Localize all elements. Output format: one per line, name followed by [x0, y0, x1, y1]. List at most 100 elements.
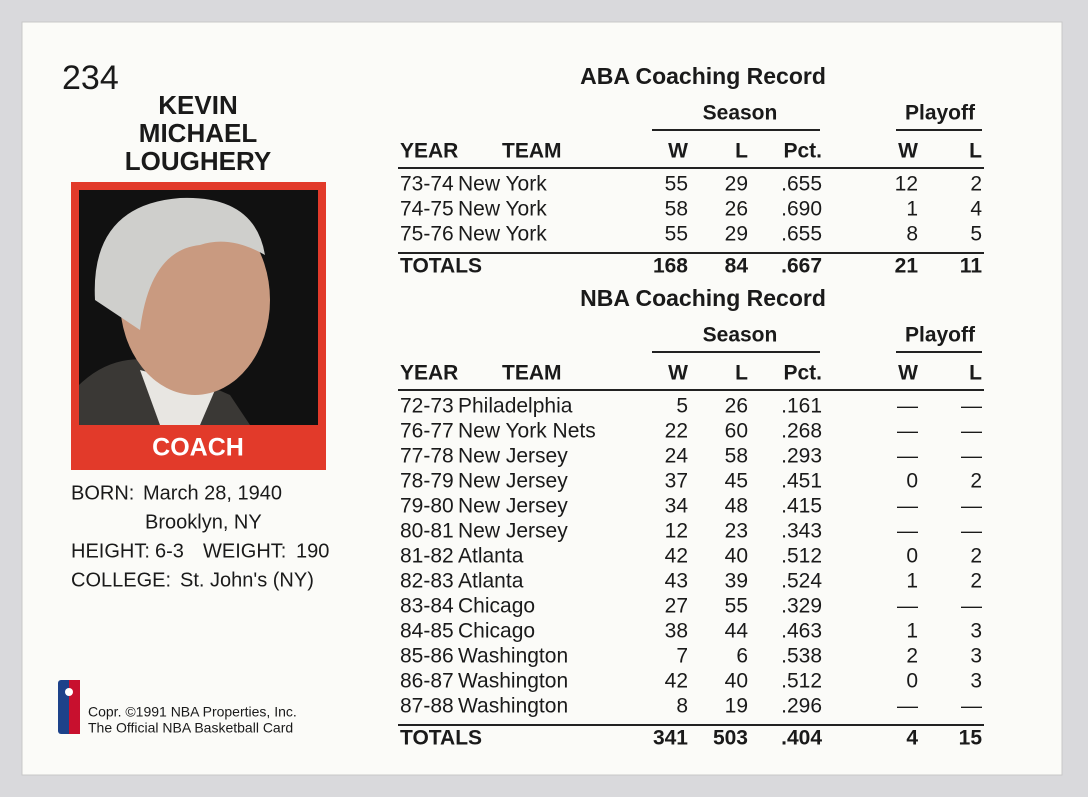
cell: — — [897, 695, 918, 718]
cell: 0 — [906, 670, 918, 693]
column-header: W — [898, 140, 918, 163]
bio-value: 190 — [296, 540, 329, 562]
column-header: Pct. — [783, 362, 822, 385]
bio-value: 6-3 — [155, 540, 184, 562]
cell: 45 — [725, 470, 748, 493]
cell: 38 — [665, 620, 688, 643]
cell: 80-81 — [400, 520, 454, 543]
group-header: Playoff — [905, 324, 976, 347]
cell: 7 — [676, 645, 688, 668]
cell: — — [897, 445, 918, 468]
cell: 58 — [665, 198, 688, 221]
cell: 85-86 — [400, 645, 454, 668]
cell: Chicago — [458, 595, 535, 618]
cell: New Jersey — [458, 495, 568, 518]
cell: New York — [458, 173, 547, 196]
group-header: Playoff — [905, 102, 976, 125]
group-header: Season — [703, 102, 778, 125]
cell: .329 — [781, 595, 822, 618]
cell: .161 — [781, 395, 822, 418]
cell: — — [961, 420, 982, 443]
logo-red — [69, 680, 80, 734]
totals-cell: 341 — [653, 727, 688, 750]
cell: 83-84 — [400, 595, 454, 618]
cell: 1 — [906, 620, 918, 643]
cell: — — [897, 495, 918, 518]
cell: — — [897, 595, 918, 618]
group-header: Season — [703, 324, 778, 347]
cell: .512 — [781, 670, 822, 693]
cell: 1 — [906, 570, 918, 593]
bio-label: HEIGHT: — [71, 540, 150, 562]
nba-logo — [58, 680, 80, 734]
cell: Washington — [458, 645, 568, 668]
cell: .463 — [781, 620, 822, 643]
cell: 37 — [665, 470, 688, 493]
cell: 76-77 — [400, 420, 454, 443]
cell: .512 — [781, 545, 822, 568]
cell: 34 — [665, 495, 689, 518]
totals-cell: .667 — [781, 255, 822, 278]
hair — [94, 197, 265, 330]
column-header: W — [668, 140, 688, 163]
column-header: YEAR — [400, 140, 458, 163]
cell: Atlanta — [458, 570, 524, 593]
cell: .293 — [781, 445, 822, 468]
cell: 60 — [725, 420, 748, 443]
cell: 74-75 — [400, 198, 454, 221]
cell: 12 — [665, 520, 688, 543]
cell: .415 — [781, 495, 822, 518]
cell: 55 — [725, 595, 748, 618]
column-header: L — [735, 362, 748, 385]
cell: New Jersey — [458, 470, 568, 493]
totals-cell: TOTALS — [400, 727, 482, 750]
copyright: Copr. ©1991 NBA Properties, Inc. — [88, 704, 297, 720]
cell: 48 — [725, 495, 748, 518]
cell: 24 — [665, 445, 689, 468]
column-header: Pct. — [783, 140, 822, 163]
cell: 75-76 — [400, 223, 454, 246]
column-header: L — [969, 362, 982, 385]
bio: BORN: March 28, 1940 Brooklyn, NY HEIGHT… — [71, 482, 329, 591]
cell: 81-82 — [400, 545, 454, 568]
cell: — — [897, 420, 918, 443]
column-header: W — [898, 362, 918, 385]
cell: 2 — [970, 173, 982, 196]
cell: 73-74 — [400, 173, 454, 196]
cell: 43 — [665, 570, 688, 593]
cell: — — [961, 695, 982, 718]
cell: 5 — [970, 223, 982, 246]
cell: 4 — [970, 198, 982, 221]
cell: 12 — [895, 173, 918, 196]
cell: Washington — [458, 695, 568, 718]
cell: .268 — [781, 420, 822, 443]
totals-cell: .404 — [781, 727, 822, 750]
cell: 84-85 — [400, 620, 454, 643]
totals-cell: 84 — [725, 255, 749, 278]
cell: 0 — [906, 470, 918, 493]
cell: New Jersey — [458, 520, 568, 543]
cell: 40 — [725, 545, 748, 568]
cell: 86-87 — [400, 670, 454, 693]
name-line: MICHAEL — [139, 118, 258, 148]
cell: 58 — [725, 445, 748, 468]
cell: 27 — [665, 595, 688, 618]
cell: New York — [458, 198, 547, 221]
cell: — — [897, 520, 918, 543]
cell: 82-83 — [400, 570, 454, 593]
cell: 40 — [725, 670, 748, 693]
cell: New York — [458, 223, 547, 246]
column-header: L — [735, 140, 748, 163]
cell: .690 — [781, 198, 822, 221]
photo: COACH — [71, 182, 326, 470]
cell: 0 — [906, 545, 918, 568]
cell: 2 — [970, 545, 982, 568]
card-number: 234 — [62, 59, 119, 97]
cell: 26 — [725, 395, 748, 418]
cell: 2 — [970, 570, 982, 593]
cell: 72-73 — [400, 395, 454, 418]
cell: 1 — [906, 198, 918, 221]
cell: .655 — [781, 223, 822, 246]
totals-cell: 168 — [653, 255, 688, 278]
